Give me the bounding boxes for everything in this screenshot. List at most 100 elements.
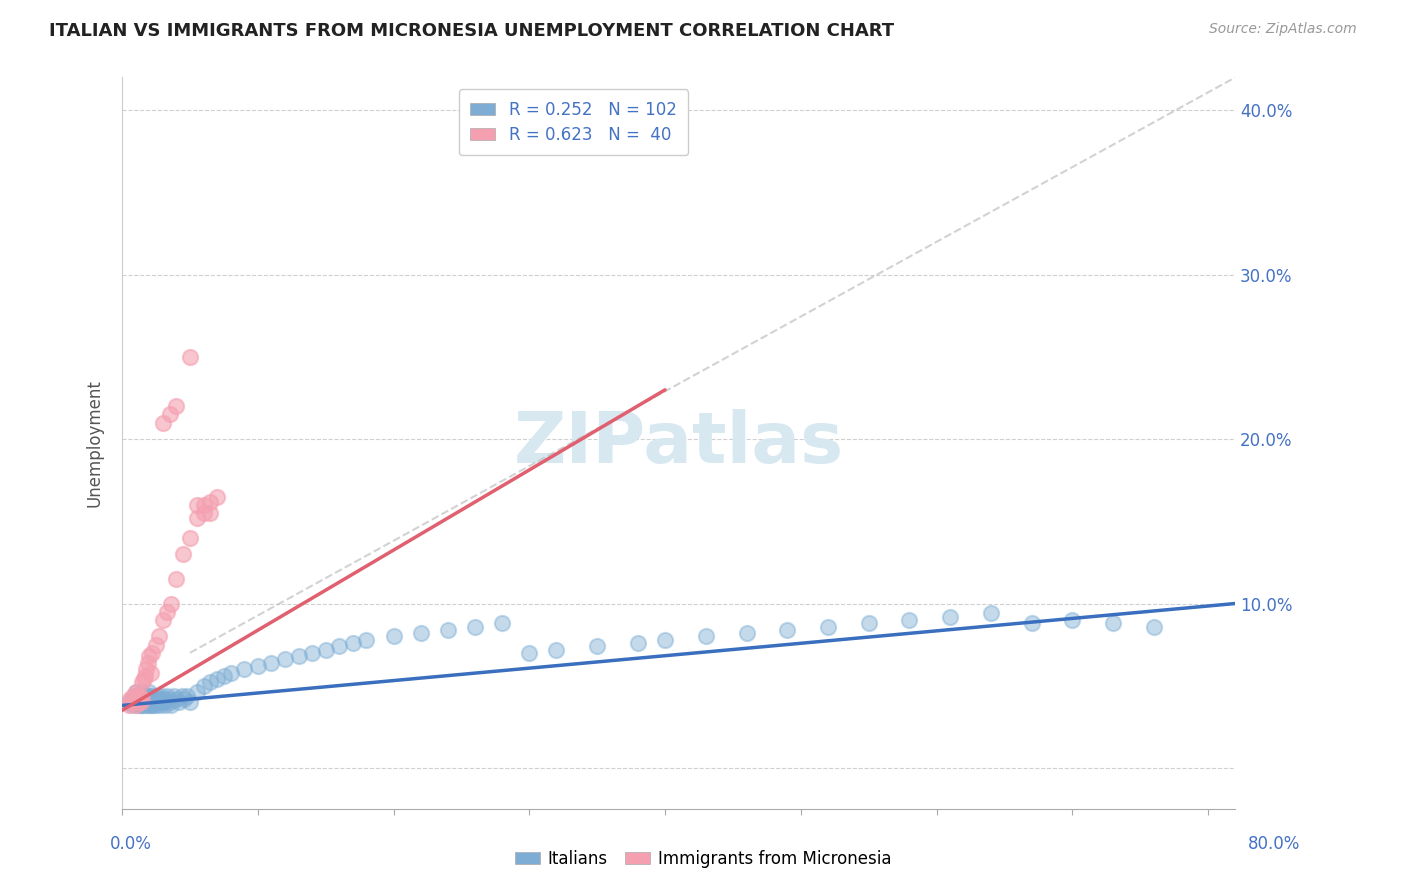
Point <box>160 698 183 713</box>
Point <box>128 689 150 703</box>
Point <box>156 605 179 619</box>
Point <box>179 695 201 709</box>
Point <box>980 607 1002 621</box>
Point <box>124 698 146 713</box>
Point <box>627 636 650 650</box>
Point <box>127 691 149 706</box>
Point <box>301 646 323 660</box>
Point <box>491 616 513 631</box>
Point <box>148 629 170 643</box>
Point <box>141 646 163 660</box>
Point <box>135 695 157 709</box>
Point <box>135 662 157 676</box>
Point <box>152 695 174 709</box>
Y-axis label: Unemployment: Unemployment <box>86 379 103 508</box>
Text: 80.0%: 80.0% <box>1249 835 1301 853</box>
Point <box>186 498 208 512</box>
Point <box>165 691 187 706</box>
Legend: R = 0.252   N = 102, R = 0.623   N =  40: R = 0.252 N = 102, R = 0.623 N = 40 <box>458 89 689 155</box>
Point <box>167 695 190 709</box>
Point <box>139 695 162 709</box>
Text: 0.0%: 0.0% <box>110 835 152 853</box>
Point <box>142 691 165 706</box>
Legend: Italians, Immigrants from Micronesia: Italians, Immigrants from Micronesia <box>508 844 898 875</box>
Point <box>124 691 146 706</box>
Text: Source: ZipAtlas.com: Source: ZipAtlas.com <box>1209 22 1357 37</box>
Point <box>586 639 609 653</box>
Point <box>159 408 181 422</box>
Point <box>127 695 149 709</box>
Point <box>149 698 172 713</box>
Point <box>246 659 269 673</box>
Point <box>129 698 152 713</box>
Point <box>172 547 194 561</box>
Point <box>139 665 162 680</box>
Point <box>141 689 163 703</box>
Point <box>141 698 163 713</box>
Point <box>118 695 141 709</box>
Point <box>132 672 155 686</box>
Point <box>134 689 156 703</box>
Point <box>200 675 222 690</box>
Point <box>165 572 187 586</box>
Point <box>128 689 150 703</box>
Point <box>165 399 187 413</box>
Point <box>858 616 880 631</box>
Point <box>139 691 162 706</box>
Point <box>356 632 378 647</box>
Point <box>173 691 195 706</box>
Text: ITALIAN VS IMMIGRANTS FROM MICRONESIA UNEMPLOYMENT CORRELATION CHART: ITALIAN VS IMMIGRANTS FROM MICRONESIA UN… <box>49 22 894 40</box>
Point <box>131 675 153 690</box>
Point <box>122 689 145 703</box>
Point <box>546 642 568 657</box>
Point <box>138 698 160 713</box>
Text: ZIPatlas: ZIPatlas <box>513 409 844 478</box>
Point <box>898 613 921 627</box>
Point <box>437 623 460 637</box>
Point <box>129 689 152 703</box>
Point <box>328 639 350 653</box>
Point <box>132 691 155 706</box>
Point <box>186 511 208 525</box>
Point <box>134 669 156 683</box>
Point <box>128 698 150 713</box>
Point <box>176 689 198 703</box>
Point <box>138 685 160 699</box>
Point <box>131 691 153 706</box>
Point <box>143 695 166 709</box>
Point <box>776 623 799 637</box>
Point <box>141 695 163 709</box>
Point <box>127 691 149 706</box>
Point <box>138 691 160 706</box>
Point <box>212 669 235 683</box>
Point <box>315 642 337 657</box>
Point <box>186 685 208 699</box>
Point <box>145 689 167 703</box>
Point <box>148 691 170 706</box>
Point <box>131 691 153 706</box>
Point <box>817 619 839 633</box>
Point <box>124 685 146 699</box>
Point <box>654 632 676 647</box>
Point <box>193 498 215 512</box>
Point <box>153 695 176 709</box>
Point <box>179 350 201 364</box>
Point <box>205 490 228 504</box>
Point <box>138 689 160 703</box>
Point <box>274 652 297 666</box>
Point <box>160 597 183 611</box>
Point <box>200 494 222 508</box>
Point <box>132 695 155 709</box>
Point <box>157 691 180 706</box>
Point <box>409 626 432 640</box>
Point <box>138 695 160 709</box>
Point <box>152 416 174 430</box>
Point <box>517 646 540 660</box>
Point <box>131 685 153 699</box>
Point <box>152 691 174 706</box>
Point <box>120 691 142 706</box>
Point <box>219 665 242 680</box>
Point <box>138 649 160 664</box>
Point <box>145 698 167 713</box>
Point <box>124 698 146 713</box>
